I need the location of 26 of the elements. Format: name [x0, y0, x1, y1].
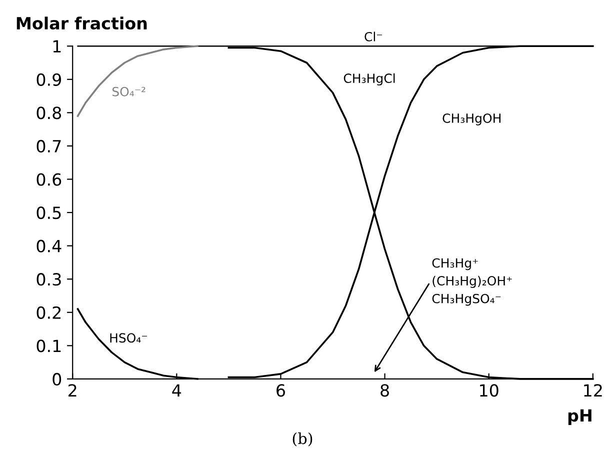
x-tick-label: 4: [172, 384, 182, 396]
y-tick-label: 0.8: [36, 106, 62, 120]
series-label: Cl⁻: [364, 32, 382, 42]
x-axis-title: pH: [568, 409, 592, 426]
y-tick-label: 0.5: [36, 206, 61, 220]
series-label: HSO₄⁻: [110, 333, 147, 343]
y-tick-label: 0.4: [36, 240, 62, 252]
series-label: SO₄⁻²: [112, 86, 146, 96]
x-tick-label: 2: [68, 384, 76, 396]
y-tick-label: 0.9: [36, 73, 62, 86]
y-tick-label: 0.7: [36, 140, 61, 153]
y-tick-label: 0.2: [36, 306, 61, 319]
annotation: CH₃Hg⁺ (CH₃Hg)₂OH⁺ CH₃HgSO₄⁻: [432, 258, 512, 306]
y-tick-label: 0.1: [36, 340, 61, 352]
y-tick-label: 0: [52, 372, 62, 386]
x-tick-label: 8: [380, 384, 389, 397]
y-axis-title: Molar fraction: [16, 16, 147, 30]
x-tick-label: 10: [480, 384, 498, 397]
y-tick-label: 1: [53, 40, 61, 52]
y-tick-label: 0.6: [36, 173, 62, 186]
series-label: CH₃HgCl: [344, 73, 395, 86]
x-tick-label: 12: [584, 384, 602, 396]
text: (b): [292, 432, 312, 446]
y-tick-label: 0.3: [36, 273, 61, 286]
text: CH₃HgOH: [442, 113, 500, 126]
x-tick-label: 6: [276, 384, 285, 397]
